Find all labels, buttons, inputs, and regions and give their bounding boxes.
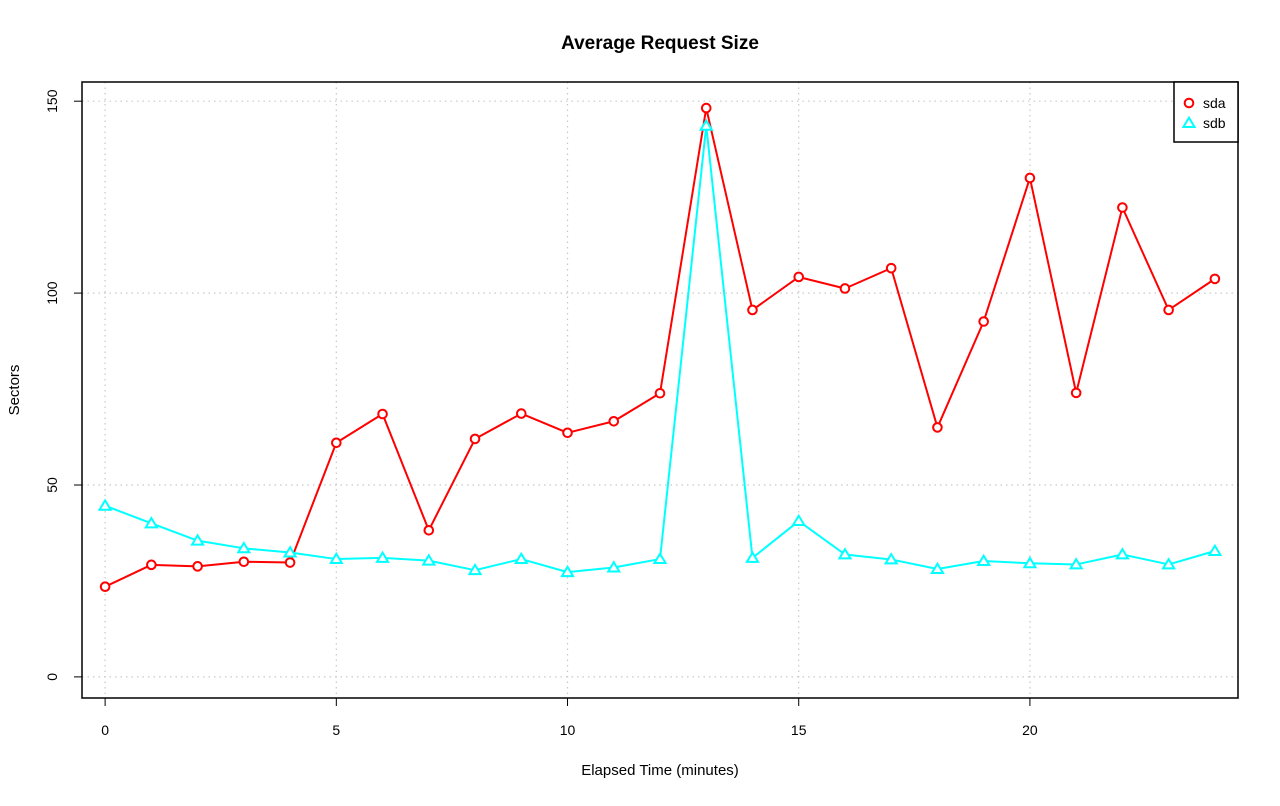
data-point-sdb [513, 551, 529, 565]
data-point-sda [793, 271, 805, 283]
chart-title: Average Request Size [561, 33, 759, 54]
y-tick-label: 0 [44, 673, 60, 681]
data-point-sdb [282, 545, 298, 558]
data-point-sda [1209, 273, 1221, 285]
data-point-sdb [1022, 556, 1038, 569]
data-point-sda [377, 408, 388, 420]
data-point-sdb [652, 551, 668, 565]
series-layer [97, 102, 1223, 592]
data-point-sdb [837, 547, 853, 560]
data-point-sda [146, 559, 157, 571]
data-point-sda [747, 304, 758, 316]
y-axis: 0 50 100 150 [44, 89, 83, 681]
data-point-sda [469, 433, 481, 445]
legend-label-sdb: sdb [1203, 115, 1226, 131]
data-point-sdb [791, 513, 807, 527]
data-point-sda [700, 102, 712, 114]
data-point-sdb [745, 550, 760, 563]
data-point-sda [423, 524, 435, 536]
y-tick-label: 150 [44, 89, 60, 113]
x-tick-label: 20 [1022, 722, 1038, 738]
data-point-sdb [144, 516, 159, 529]
data-point-sda [1117, 202, 1128, 213]
data-point-sdb [1115, 547, 1130, 560]
data-point-sdb [698, 118, 714, 131]
x-tick-label: 0 [101, 722, 109, 738]
data-point-sdb [1207, 543, 1223, 556]
data-point-sdb [1161, 557, 1176, 570]
legend-box [1173, 81, 1239, 143]
data-point-sdb [560, 564, 575, 578]
grid [82, 82, 1238, 698]
data-point-sdb [97, 498, 113, 511]
data-point-sda [1024, 172, 1036, 184]
data-point-sda [1163, 304, 1174, 316]
data-point-sda [562, 427, 573, 439]
data-point-sdb [606, 560, 622, 573]
y-tick-label: 50 [44, 477, 60, 493]
legend-marker-sdb [1181, 115, 1197, 128]
legend-label-sda: sda [1203, 95, 1226, 111]
x-axis: 0 5 10 15 20 [101, 697, 1038, 738]
data-point-sda [331, 437, 342, 449]
data-point-sdb [1068, 557, 1084, 570]
data-point-sda [1070, 387, 1082, 399]
data-point-sdb [467, 562, 483, 576]
data-point-sdb [421, 553, 437, 566]
y-tick-label: 100 [44, 281, 60, 305]
data-point-sdb [328, 551, 344, 565]
x-tick-label: 5 [332, 722, 340, 738]
data-point-sda [99, 581, 111, 592]
data-point-sdb [190, 533, 205, 546]
data-point-sdb [375, 550, 390, 563]
data-point-sdb [883, 552, 899, 565]
data-point-sda [885, 262, 897, 274]
data-point-sdb [976, 553, 992, 566]
data-point-sda [839, 283, 851, 294]
data-point-sda [192, 561, 203, 572]
y-axis-label: Sectors [6, 365, 23, 416]
series-sda [99, 102, 1221, 592]
x-tick-label: 15 [791, 722, 807, 738]
series-line-sda [104, 107, 1216, 588]
data-point-sda [978, 316, 989, 327]
x-tick-label: 10 [560, 722, 576, 738]
x-axis-label: Elapsed Time (minutes) [581, 762, 739, 779]
data-point-sda [932, 422, 943, 433]
legend-marker-sda [1183, 97, 1195, 109]
data-point-sda [284, 557, 296, 568]
data-point-sdb [236, 541, 252, 554]
series-line-sdb [104, 124, 1216, 574]
data-point-sda [608, 415, 620, 427]
data-point-sda [654, 387, 666, 399]
data-point-sdb [930, 561, 945, 575]
data-point-sda [515, 408, 527, 419]
series-sdb [97, 118, 1223, 578]
data-point-sda [238, 556, 250, 568]
legend: sda sdb [1173, 81, 1239, 143]
